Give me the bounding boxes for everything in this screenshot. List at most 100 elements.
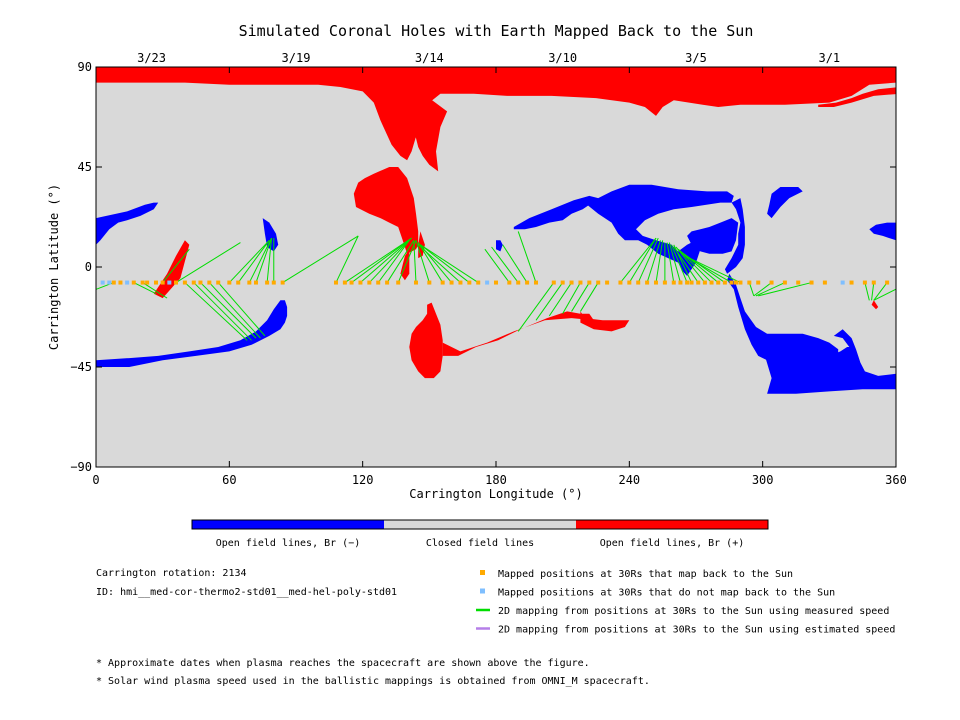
mapped-point-6	[140, 280, 145, 285]
mapped-point-25	[342, 280, 347, 285]
mapping-line-45	[646, 240, 661, 283]
mapping-line-66	[873, 288, 896, 301]
mapped-point-23	[280, 280, 285, 285]
mapped-point-5	[131, 280, 136, 285]
mapping-line-36	[517, 282, 555, 332]
mapped-point-44	[534, 280, 538, 285]
mapped-point-54	[636, 280, 641, 285]
negative-coronal-hole-0	[96, 202, 159, 245]
mapping-line-50	[671, 244, 688, 283]
mapped-point-9	[160, 280, 165, 285]
y-tick-label-0: 90	[78, 60, 92, 74]
mapping-line-57	[684, 255, 732, 283]
mapped-point-61	[689, 280, 694, 285]
mapping-line-35	[517, 231, 537, 283]
colorbar-frame	[191, 519, 769, 530]
colorbar-label-1: Closed field lines	[426, 538, 534, 549]
mapped-point-55	[645, 280, 650, 285]
mapped-point-52	[618, 280, 623, 285]
mapped-point-46	[560, 280, 565, 285]
legend: Mapped positions at 30Rs that map back t…	[476, 569, 895, 636]
mapped-point-1	[107, 280, 112, 285]
mapping-line-54	[677, 248, 712, 283]
mapped-point-32	[414, 280, 418, 285]
mapped-points	[100, 280, 890, 285]
positive-coronal-hole-6	[409, 302, 443, 379]
y-tick-label-4: −90	[70, 460, 92, 474]
mapping-line-38	[548, 282, 572, 317]
mapped-point-2	[111, 280, 116, 285]
mapping-line-9	[217, 282, 266, 337]
mapped-point-37	[467, 280, 472, 285]
mapping-line-43	[628, 237, 657, 283]
mapped-point-73	[782, 280, 787, 285]
positive-coronal-hole-8	[580, 311, 630, 332]
mapping-line-65	[873, 282, 888, 301]
mapped-point-10	[167, 280, 172, 285]
mapped-point-64	[709, 280, 714, 285]
mapped-point-12	[182, 280, 187, 285]
mapping-line-7	[200, 282, 257, 339]
colorbar-segment-1	[384, 520, 576, 529]
footnote-dates: * Approximate dates when plasma reaches …	[96, 658, 590, 669]
mapping-line-63	[864, 282, 870, 301]
model-id-text: ID: hmi__med-cor-thermo2-std01__med-hel-…	[96, 587, 397, 598]
mapped-point-42	[516, 280, 521, 285]
mapped-point-59	[678, 280, 683, 285]
mapped-point-38	[476, 280, 481, 285]
mapping-line-24	[397, 240, 417, 283]
mapping-line-33	[491, 246, 519, 283]
closed-field-background	[96, 67, 896, 467]
mapping-line-37	[535, 282, 564, 321]
mapped-point-57	[662, 280, 667, 285]
mapped-point-21	[265, 280, 270, 285]
mapping-line-8	[208, 282, 261, 339]
mapping-line-3	[162, 248, 190, 283]
mapped-point-3	[118, 280, 123, 285]
negative-coronal-hole-8	[724, 198, 745, 274]
colorbar-label-2: Open field lines, Br (+)	[600, 538, 745, 549]
mapped-point-70	[747, 280, 752, 285]
colorbar-label-0: Open field lines, Br (−)	[216, 538, 361, 549]
mapped-point-39	[485, 280, 490, 285]
positive-coronal-hole-10	[871, 300, 879, 310]
top-date-labels: 3/23 3/19 3/14 3/10 3/5 3/1	[137, 51, 840, 65]
mapping-line-31	[420, 244, 479, 283]
mapping-line-18	[344, 237, 412, 283]
mapped-point-20	[254, 280, 258, 285]
mapping-line-19	[351, 237, 412, 283]
x-tick-label-4: 240	[618, 473, 640, 487]
x-tick-label-6: 360	[885, 473, 907, 487]
mapped-point-50	[596, 280, 601, 285]
mapping-line-1	[133, 282, 157, 295]
mapping-line-59	[748, 282, 755, 297]
carrington-rotation-text: Carrington rotation: 2134	[96, 568, 247, 579]
positive-coronal-hole-1	[818, 87, 896, 107]
mapping-line-20	[360, 237, 412, 283]
mapping-line-27	[417, 242, 444, 283]
mapped-point-36	[458, 280, 463, 285]
mapping-line-48	[666, 242, 675, 283]
mapped-point-14	[198, 280, 203, 285]
mapped-point-27	[358, 280, 363, 285]
negative-coronal-hole-9	[727, 273, 839, 361]
mapped-point-78	[849, 280, 854, 285]
mapped-point-33	[427, 280, 432, 285]
legend-label-0: Mapped positions at 30Rs that map back t…	[498, 569, 793, 580]
mapping-line-17	[335, 235, 359, 283]
x-axis-ticks: 0 60 120 180 240 300 360	[92, 67, 907, 487]
mapped-point-34	[440, 280, 445, 285]
top-date-label-2: 3/14	[415, 51, 444, 65]
mapped-point-47	[569, 280, 574, 285]
top-date-label-5: 3/1	[818, 51, 840, 65]
mapped-point-7	[145, 280, 150, 285]
mapped-point-26	[349, 280, 354, 285]
mapped-point-56	[654, 280, 658, 285]
mapping-line-42	[620, 237, 657, 283]
mapped-point-43	[525, 280, 530, 285]
mapped-point-15	[207, 280, 212, 285]
mapping-line-26	[415, 240, 430, 283]
mapped-point-17	[227, 280, 232, 285]
mapped-point-69	[738, 280, 743, 285]
